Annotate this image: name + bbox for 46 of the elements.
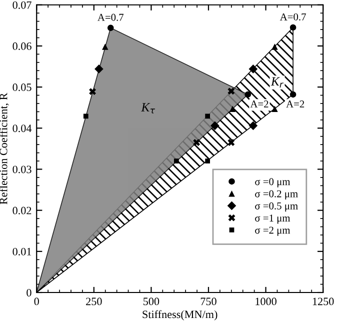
legend-label: σ =0.2 μm [255, 190, 298, 200]
legend-label: σ =1 μm [255, 214, 290, 224]
y-tick-label: 0.07 [12, 1, 32, 9]
legend-label: σ =0.5 μm [255, 202, 298, 212]
annotation: A=2 [250, 100, 268, 108]
point [290, 91, 296, 98]
point [174, 158, 179, 164]
y-tick-label: 0 [26, 288, 32, 296]
point [108, 24, 114, 32]
annotation: K$_{r}$ [270, 77, 284, 88]
point [248, 121, 258, 130]
x-tick-label: 1000 [256, 298, 276, 306]
annotation: A=2 [286, 100, 304, 108]
point [89, 88, 96, 96]
x-tick-label: 750 [200, 298, 216, 306]
y-tick-label: 0.02 [12, 206, 32, 214]
point [290, 24, 296, 31]
y-tick-label: 0.04 [12, 124, 32, 132]
point [229, 106, 236, 112]
point [272, 106, 278, 112]
legend-label: σ =2 μm [255, 226, 290, 236]
annotation: A=0.7 [280, 13, 306, 20]
point [210, 121, 220, 130]
point [228, 139, 235, 146]
x-axis-title: Stiffness(MN/m) [142, 310, 218, 320]
annotation: A=0.7 [98, 14, 124, 21]
point [83, 114, 88, 119]
y-tick-label: 0.03 [12, 166, 32, 174]
y-tick-label: 0.01 [12, 248, 32, 256]
point [205, 114, 210, 119]
point [228, 88, 235, 95]
x-tick-label: 0 [34, 298, 39, 306]
annotation: K$_{τ}$ [141, 103, 156, 114]
y-tick-label: 0.06 [12, 42, 32, 50]
point [94, 64, 104, 74]
point [102, 44, 108, 50]
x-tick-label: 250 [86, 298, 102, 306]
point [248, 64, 258, 74]
x-tick-label: 500 [144, 298, 160, 306]
y-tick-label: 0.05 [12, 84, 32, 92]
point [272, 44, 278, 50]
legend-label: σ =0 μm [255, 178, 290, 188]
point [193, 139, 200, 146]
point [205, 158, 210, 164]
point [244, 91, 252, 98]
x-tick-label: 1250 [312, 298, 334, 306]
